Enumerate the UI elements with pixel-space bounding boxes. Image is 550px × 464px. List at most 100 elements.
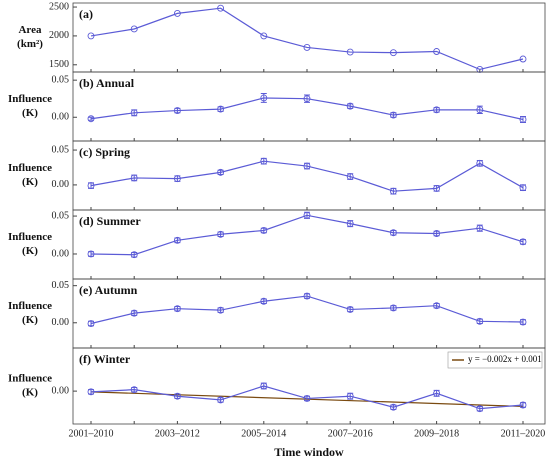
data-point bbox=[87, 182, 95, 190]
y-axis-label: (km²) bbox=[17, 38, 43, 50]
data-point bbox=[433, 184, 441, 192]
x-tick-label: 2001–2010 bbox=[69, 428, 114, 439]
panel-frame bbox=[72, 209, 546, 280]
y-axis-label: Influence bbox=[8, 93, 52, 105]
y-tick-label: 1500 bbox=[49, 59, 69, 70]
y-tick-label: 2000 bbox=[49, 30, 69, 41]
y-tick-label: 0.00 bbox=[52, 385, 70, 396]
data-point bbox=[130, 109, 138, 117]
y-tick-label: 0.00 bbox=[52, 317, 70, 328]
data-point bbox=[433, 389, 441, 397]
data-point bbox=[476, 159, 484, 167]
data-point bbox=[346, 220, 354, 228]
data-point bbox=[433, 302, 441, 310]
x-axis-label: Time window bbox=[274, 445, 344, 459]
data-point bbox=[476, 317, 484, 325]
legend-label: y = −0.002x + 0.001 bbox=[468, 354, 542, 364]
data-point bbox=[476, 65, 484, 73]
data-point bbox=[130, 25, 138, 33]
y-axis-label: (K) bbox=[22, 107, 38, 119]
data-point bbox=[389, 187, 397, 195]
panel-frame bbox=[72, 71, 546, 142]
panel-title: (c) Spring bbox=[79, 145, 130, 159]
data-point bbox=[260, 32, 268, 40]
error-bar bbox=[476, 105, 483, 115]
data-point bbox=[519, 318, 527, 326]
data-point bbox=[389, 304, 397, 312]
data-point bbox=[303, 44, 311, 51]
data-point bbox=[87, 250, 95, 258]
data-point bbox=[346, 102, 354, 110]
data-point bbox=[260, 297, 268, 305]
series-line bbox=[90, 7, 524, 71]
data-point bbox=[389, 49, 397, 57]
data-point bbox=[173, 305, 181, 313]
data-point bbox=[130, 309, 138, 317]
data-point bbox=[173, 175, 181, 183]
data-point bbox=[217, 396, 225, 404]
y-axis-label: (K) bbox=[22, 245, 38, 257]
data-point bbox=[173, 107, 181, 115]
y-axis-label: (K) bbox=[22, 387, 38, 399]
y-tick-label: 0.00 bbox=[52, 112, 70, 123]
data-point bbox=[87, 32, 95, 40]
data-point bbox=[433, 230, 441, 237]
panel-title: (f) Winter bbox=[79, 352, 131, 366]
legend: y = −0.002x + 0.001 bbox=[447, 351, 543, 369]
y-tick-label: 0.00 bbox=[52, 179, 70, 190]
data-point bbox=[389, 229, 397, 237]
y-axis-label: Influence bbox=[8, 300, 52, 312]
x-tick-label: 2009–2018 bbox=[414, 428, 459, 439]
y-axis-label: Influence bbox=[8, 373, 52, 385]
data-point bbox=[260, 382, 268, 390]
data-point bbox=[130, 251, 138, 259]
y-tick-label: 0.05 bbox=[52, 280, 70, 291]
data-point bbox=[130, 174, 138, 182]
y-tick-label: 0.05 bbox=[52, 74, 70, 85]
data-point bbox=[519, 55, 527, 63]
data-point bbox=[217, 306, 225, 314]
data-point bbox=[433, 48, 441, 55]
y-tick-label: 0.05 bbox=[52, 144, 70, 155]
panel-title: (d) Summer bbox=[79, 214, 141, 228]
data-point bbox=[346, 48, 354, 56]
panel-frame bbox=[72, 278, 546, 349]
y-tick-label: 0.00 bbox=[52, 248, 70, 259]
data-point bbox=[260, 157, 268, 165]
data-point bbox=[519, 116, 527, 123]
data-point bbox=[346, 392, 354, 400]
data-point bbox=[260, 227, 268, 234]
data-point bbox=[217, 105, 225, 113]
data-point bbox=[519, 401, 527, 409]
error-bar bbox=[88, 116, 94, 121]
data-point bbox=[519, 184, 527, 192]
data-point bbox=[87, 388, 95, 396]
data-point bbox=[173, 236, 181, 244]
error-bar bbox=[304, 94, 310, 103]
x-tick-label: 2011–2020 bbox=[501, 428, 546, 439]
x-tick-label: 2003–2012 bbox=[155, 428, 200, 439]
data-point bbox=[346, 173, 354, 180]
data-point bbox=[389, 403, 397, 411]
data-point bbox=[346, 305, 354, 313]
x-tick-label: 2005–2014 bbox=[241, 428, 286, 439]
data-point bbox=[303, 162, 311, 170]
legend-box bbox=[447, 351, 543, 369]
y-axis-label: Influence bbox=[8, 231, 52, 243]
panel-title: (b) Annual bbox=[79, 76, 135, 90]
data-point bbox=[173, 9, 181, 17]
data-point bbox=[87, 115, 95, 123]
data-point bbox=[217, 230, 225, 238]
panel-frame bbox=[72, 2, 546, 73]
data-point bbox=[303, 211, 311, 219]
data-point bbox=[389, 111, 397, 119]
series-line bbox=[90, 214, 524, 256]
y-tick-label: 2500 bbox=[49, 1, 69, 12]
data-point bbox=[87, 320, 95, 327]
data-point bbox=[303, 394, 311, 402]
panel-frame bbox=[72, 347, 546, 425]
data-point bbox=[476, 224, 484, 232]
data-point bbox=[130, 386, 138, 394]
data-point bbox=[217, 4, 225, 12]
data-point bbox=[519, 238, 527, 246]
